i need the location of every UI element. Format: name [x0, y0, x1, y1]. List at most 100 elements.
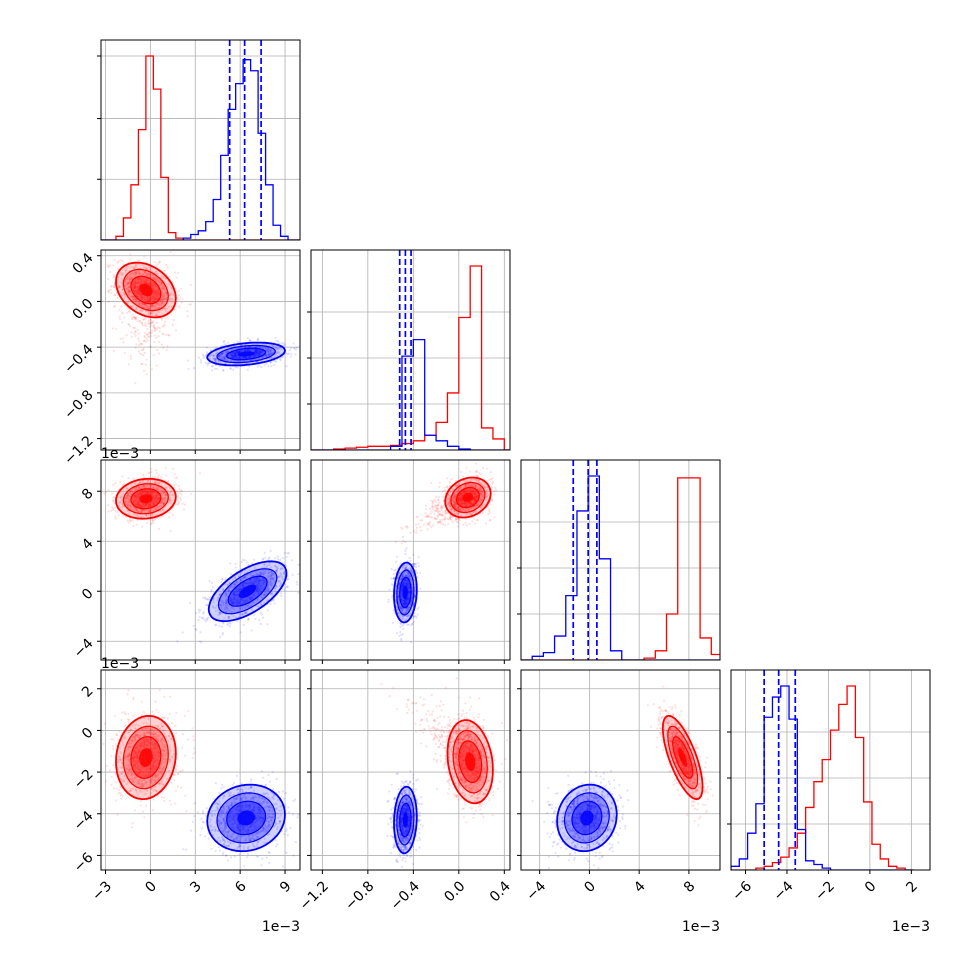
sample-point [474, 486, 477, 489]
sample-point [152, 314, 155, 317]
sample-point [253, 574, 256, 577]
sample-point [136, 290, 139, 293]
sample-point [223, 339, 226, 343]
sample-point [149, 297, 152, 300]
sample-point [110, 285, 113, 288]
sample-point [131, 295, 134, 298]
sample-point [480, 494, 483, 497]
sample-point [471, 502, 474, 505]
sample-point [232, 601, 236, 604]
sample-point [256, 349, 259, 352]
sample-point [221, 358, 225, 361]
sample-point [248, 568, 251, 572]
sample-point [141, 280, 144, 283]
sample-point [227, 341, 230, 344]
sample-point [216, 596, 219, 599]
sample-point [145, 489, 148, 492]
sample-point [260, 603, 263, 606]
sample-point [256, 350, 259, 353]
sample-point [453, 500, 456, 503]
sample-point [467, 513, 470, 516]
sample-point [231, 352, 234, 355]
sample-point [107, 278, 110, 281]
sample-point [124, 280, 127, 283]
sample-point [144, 504, 147, 507]
sample-point [271, 592, 274, 595]
sample-point [145, 281, 148, 285]
sample-point [253, 614, 256, 617]
sample-point [156, 280, 159, 283]
sample-point [221, 599, 224, 603]
sample-point [473, 497, 476, 500]
sample-point [148, 505, 151, 508]
sample-point [154, 327, 157, 330]
sample-point [146, 268, 149, 271]
sample-point [121, 273, 124, 276]
sample-point [127, 277, 130, 280]
sample-point [113, 305, 116, 308]
sample-point [134, 290, 137, 293]
sample-point [452, 488, 455, 491]
sample-point [243, 349, 247, 352]
sample-point [138, 272, 141, 275]
sample-point [163, 293, 166, 296]
sample-point [240, 579, 243, 582]
sample-point [129, 325, 132, 328]
sample-point [266, 352, 269, 355]
sample-point [106, 265, 109, 268]
sample-point [137, 291, 140, 294]
sample-point [238, 615, 241, 618]
sample-point [154, 500, 157, 503]
sample-point [149, 510, 152, 513]
sample-point [464, 491, 467, 494]
sample-point [143, 279, 146, 282]
sample-point [283, 589, 286, 592]
sample-point [228, 346, 231, 349]
sample-point [162, 285, 165, 288]
red-contour [115, 261, 177, 319]
sample-point [279, 359, 282, 362]
sample-point [237, 347, 240, 350]
sample-point [458, 519, 461, 522]
sample-point [473, 504, 476, 508]
sample-point [462, 507, 465, 510]
sample-point [443, 486, 446, 489]
sample-point [216, 599, 219, 602]
sample-point [129, 266, 132, 269]
sample-point [233, 353, 236, 356]
sample-point [142, 484, 145, 487]
sample-point [469, 502, 473, 505]
sample-point [465, 502, 468, 505]
sample-point [138, 490, 141, 493]
sample-point [267, 589, 270, 593]
sample-point [125, 277, 128, 280]
sample-point [456, 513, 459, 517]
sample-point [153, 503, 156, 506]
sample-point [266, 347, 269, 350]
sample-point [139, 492, 142, 495]
sample-point [137, 493, 140, 497]
sample-point [261, 558, 264, 561]
sample-point [248, 340, 251, 343]
sample-point [162, 295, 165, 298]
sample-point [127, 286, 130, 289]
sample-point [462, 501, 465, 504]
sample-point [267, 352, 271, 355]
sample-point [211, 369, 214, 372]
sample-point [228, 621, 231, 624]
sample-point [240, 349, 243, 352]
sample-point [117, 286, 120, 289]
sample-point [233, 351, 236, 354]
sample-point [234, 594, 237, 597]
sample-point [237, 350, 240, 353]
sample-point [436, 498, 439, 501]
sample-point [230, 359, 233, 362]
sample-point [133, 494, 136, 497]
sample-point [437, 508, 440, 511]
sample-point [134, 265, 137, 268]
sample-point [134, 289, 138, 292]
sample-point [149, 490, 152, 494]
sample-point [153, 324, 156, 327]
sample-point [112, 274, 115, 277]
sample-point [189, 303, 192, 306]
